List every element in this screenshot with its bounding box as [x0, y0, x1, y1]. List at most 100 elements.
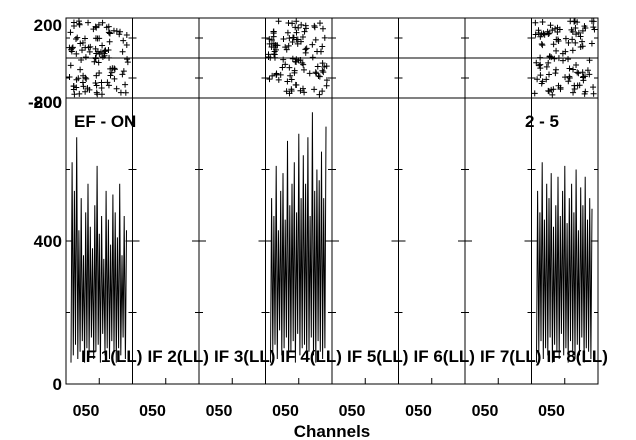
phase-point	[550, 41, 557, 48]
phase-point	[288, 86, 295, 93]
amplitude-series	[536, 162, 593, 363]
phase-point	[266, 36, 273, 43]
phase-point	[71, 91, 78, 98]
phase-point	[120, 68, 127, 75]
phase-point	[275, 76, 282, 83]
phase-point	[288, 76, 295, 83]
phase-point	[303, 45, 310, 52]
phase-point	[577, 33, 584, 40]
phase-point	[99, 19, 106, 26]
x-tick-label: 050	[472, 403, 499, 420]
phase-point	[590, 84, 597, 91]
phase-point	[538, 31, 545, 38]
phase-point	[552, 66, 559, 73]
phase-point	[544, 28, 551, 35]
phase-point	[574, 69, 581, 76]
phase-point	[104, 79, 111, 86]
phase-point	[289, 20, 296, 27]
phase-point	[298, 21, 305, 28]
phase-point	[285, 42, 292, 49]
phase-point	[532, 31, 539, 38]
phase-point	[537, 72, 544, 79]
phase-point	[292, 24, 299, 31]
phase-point	[271, 51, 278, 58]
phase-point	[312, 36, 319, 43]
phase-point	[531, 90, 538, 97]
phase-point	[309, 54, 316, 61]
phase-point	[266, 76, 273, 83]
phase-point	[83, 75, 90, 82]
phase-point	[124, 56, 131, 63]
phase-point	[279, 64, 286, 71]
phase-point	[319, 60, 326, 67]
phase-point	[269, 72, 276, 79]
phase-scatter	[66, 18, 598, 98]
phase-point	[319, 25, 326, 32]
phase-point	[91, 58, 98, 65]
phase-point	[122, 81, 129, 88]
phase-point	[586, 57, 593, 64]
phase-point	[323, 82, 330, 89]
phase-point	[548, 86, 555, 93]
amplitude-series	[270, 112, 327, 363]
phase-point	[584, 67, 591, 74]
x-tick-label: 050	[272, 403, 299, 420]
phase-point	[265, 51, 272, 58]
phase-point	[543, 63, 550, 70]
phase-point	[79, 47, 86, 54]
phase-point	[532, 19, 539, 26]
phase-point	[569, 28, 576, 35]
phase-point	[320, 69, 327, 76]
phase-point	[92, 54, 99, 61]
phase-point	[289, 39, 296, 46]
phase-point	[573, 62, 580, 69]
phase-point	[275, 18, 282, 25]
phase-point	[579, 74, 586, 81]
phase-point	[75, 18, 82, 25]
phase-point	[311, 24, 318, 31]
phase-point	[280, 56, 287, 63]
phase-point	[311, 22, 318, 29]
phase-point	[546, 53, 553, 60]
phase-point	[106, 38, 113, 45]
phase-point	[319, 67, 326, 74]
phase-point	[549, 27, 556, 34]
phase-point	[273, 70, 280, 77]
phase-point	[552, 25, 559, 32]
phase-point	[565, 56, 572, 63]
phase-point	[93, 24, 100, 31]
phase-point	[579, 69, 586, 76]
phase-point	[299, 33, 306, 40]
phase-point	[95, 21, 102, 28]
phase-point	[84, 85, 91, 92]
phase-point	[123, 31, 130, 38]
phase-point	[553, 47, 560, 54]
phase-point	[123, 42, 130, 49]
phase-point	[315, 72, 322, 79]
phase-point	[546, 71, 553, 78]
phase-point	[111, 75, 118, 82]
annotation-left: EF - ON	[74, 112, 136, 131]
subpanel-label: IF 1(LL)	[81, 347, 142, 366]
phase-point	[569, 47, 576, 54]
phase-point	[267, 54, 274, 61]
phase-point	[541, 31, 548, 38]
phase-point	[533, 59, 540, 66]
phase-point	[93, 72, 100, 79]
phase-point	[268, 37, 275, 44]
phase-point	[73, 50, 80, 57]
phase-point	[103, 24, 110, 31]
phase-point	[560, 57, 567, 64]
phase-point	[73, 84, 80, 91]
phase-point	[555, 55, 562, 62]
phase-point	[316, 91, 323, 98]
phase-point	[555, 38, 562, 45]
phase-point	[551, 55, 558, 62]
phase-point	[106, 30, 113, 37]
subpanel-label: IF 4(LL)	[281, 347, 342, 366]
phase-point	[573, 31, 580, 38]
phase-point	[562, 48, 569, 55]
phase-point	[277, 71, 284, 78]
phase-point	[79, 79, 86, 86]
